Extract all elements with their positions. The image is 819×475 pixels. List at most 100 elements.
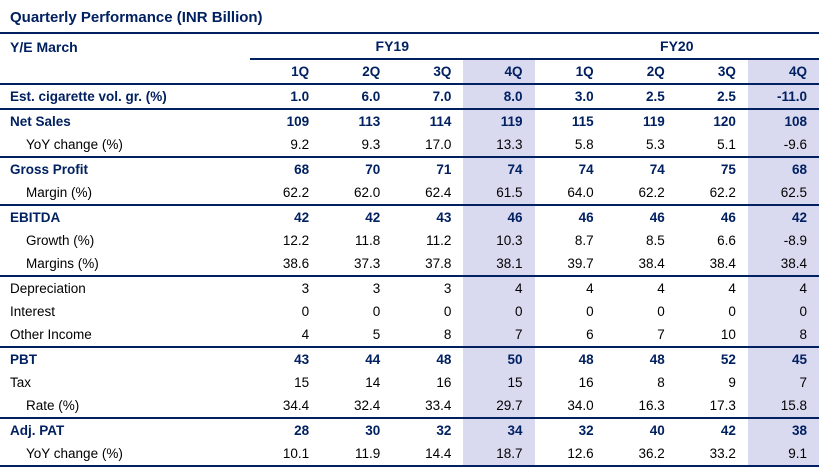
table-row: Est. cigarette vol. gr. (%) 1.0 6.0 7.0 8.0 3… [0, 84, 819, 110]
quarter-header-cell: 2Q [321, 59, 393, 85]
year-group-fy20: FY20 [534, 34, 819, 60]
value-cell: 2.5 [676, 84, 748, 110]
value-cell: 62.2 [676, 181, 748, 206]
value-cell: 30 [365, 423, 381, 438]
row-label-cell: Est. cigarette vol. gr. (%) [0, 84, 250, 110]
table-row: Other Income 4 5 8 7 6 7 10 8 [0, 323, 819, 348]
row-label-cell: Rate (%) [0, 394, 250, 419]
row-label-cell: Net Sales [10, 114, 71, 129]
quarter-header-row: 1Q 2Q 3Q 4Q 1Q 2Q 3Q 4Q [0, 59, 819, 85]
value-cell: 3 [372, 281, 381, 296]
row-label-cell: Interest [10, 304, 56, 319]
quarter-header-cell: 3Q [392, 59, 464, 85]
value-cell: 114 [429, 114, 452, 129]
quarter-header-cell: 4Q [463, 59, 535, 85]
row-label-cell: YoY change (%) [0, 442, 250, 467]
quarter-header-cell: 2Q [605, 59, 677, 85]
value-cell: 42 [365, 210, 381, 225]
value-cell: 5.3 [605, 133, 677, 158]
value-cell: 29.7 [463, 394, 535, 419]
value-cell: 12.6 [534, 442, 606, 467]
table-row: Rate (%) 34.4 32.4 33.4 29.7 34.0 16.3 17.3 15.8 [0, 394, 819, 419]
row-label-cell: EBITDA [10, 210, 61, 225]
value-cell: 62.2 [250, 181, 322, 206]
value-cell: 42 [747, 205, 819, 229]
value-cell: 11.8 [354, 233, 381, 248]
value-cell: 52 [720, 352, 736, 367]
value-cell: 68 [747, 157, 819, 181]
value-cell: 38.1 [463, 252, 535, 277]
value-cell: 16 [578, 375, 594, 390]
table-body: Est. cigarette vol. gr. (%) 1.0 6.0 7.0 8.0 3… [0, 84, 819, 467]
value-cell: 71 [436, 162, 452, 177]
table-row: Gross Profit 68 70 71 74 74 74 75 68 [0, 157, 819, 181]
value-cell: 7.0 [392, 84, 464, 110]
value-cell: 4 [250, 323, 322, 348]
value-cell: 61.5 [463, 181, 535, 206]
value-cell: 15 [294, 375, 310, 390]
value-cell: 44 [365, 352, 381, 367]
value-cell: 0 [747, 300, 819, 323]
value-cell: 8.5 [645, 233, 665, 248]
value-cell: 37.8 [392, 252, 464, 277]
row-label-cell: Gross Profit [10, 162, 89, 177]
value-cell: 74 [578, 162, 594, 177]
value-cell: 119 [463, 109, 535, 133]
quarterly-performance-table: Y/E March FY19 FY20 1Q 2Q 3Q 4Q 1Q 2Q 3Q 4Q Est. c… [0, 34, 819, 467]
value-cell: 8 [747, 323, 819, 348]
value-cell: 5.1 [676, 133, 748, 158]
value-cell: 43 [436, 210, 452, 225]
value-cell: 10.1 [250, 442, 322, 467]
value-cell: 50 [463, 347, 535, 371]
row-label-cell: Margin (%) [0, 181, 250, 206]
value-cell: 38 [747, 418, 819, 442]
value-cell: 4 [586, 281, 594, 296]
value-cell: 6.0 [321, 84, 393, 110]
value-cell: 2.5 [605, 84, 677, 110]
value-cell: 3 [301, 281, 310, 296]
value-cell: 34 [463, 418, 535, 442]
value-cell: 14 [365, 375, 381, 390]
value-cell: 18.7 [463, 442, 535, 467]
value-cell: 64.0 [534, 181, 606, 206]
value-cell: 10 [676, 323, 748, 348]
value-cell: 11.2 [426, 233, 452, 248]
value-cell: 32 [436, 423, 452, 438]
value-cell: 3.0 [534, 84, 606, 110]
quarter-row-spacer [0, 59, 250, 85]
value-cell: 62.4 [392, 181, 464, 206]
value-cell: 17.0 [392, 133, 464, 158]
value-cell: 7 [747, 371, 819, 394]
value-cell: 46 [463, 205, 535, 229]
table-row: Interest 0 0 0 0 0 0 0 0 [0, 300, 819, 323]
year-group-fy19: FY19 [250, 34, 535, 60]
row-label-cell: Adj. PAT [10, 423, 65, 438]
value-cell: 4 [463, 276, 535, 300]
value-cell: 6 [534, 323, 606, 348]
table-head: Y/E March FY19 FY20 1Q 2Q 3Q 4Q 1Q 2Q 3Q 4Q [0, 34, 819, 85]
table-row: PBT 43 44 48 50 48 48 52 45 [0, 347, 819, 371]
value-cell: 6.6 [717, 233, 736, 248]
value-cell: -9.6 [747, 133, 819, 158]
value-cell: 10.3 [463, 229, 535, 252]
table-row: Adj. PAT 28 30 32 34 32 40 42 38 [0, 418, 819, 442]
value-cell: 42 [294, 210, 310, 225]
value-cell: 38.6 [250, 252, 322, 277]
row-label-cell: YoY change (%) [0, 133, 250, 158]
value-cell: 13.3 [463, 133, 535, 158]
value-cell: 38.4 [605, 252, 677, 277]
value-cell: 46 [649, 210, 665, 225]
value-cell: 68 [294, 162, 310, 177]
ye-march-label: Y/E March [10, 38, 78, 55]
value-cell: 7 [463, 323, 535, 348]
table-row: Margins (%) 38.6 37.3 37.8 38.1 39.7 38.4 38.4 3… [0, 252, 819, 277]
value-cell: 36.2 [605, 442, 677, 467]
value-cell: 15.8 [747, 394, 819, 419]
value-cell: 11.9 [321, 442, 393, 467]
page-title: Quarterly Performance (INR Billion) [0, 0, 819, 34]
value-cell: 16 [436, 375, 452, 390]
value-cell: 17.3 [676, 394, 748, 419]
row-label-cell: Margins (%) [0, 252, 250, 277]
value-cell: 0 [372, 304, 381, 319]
row-label-cell: Growth (%) [26, 233, 95, 248]
